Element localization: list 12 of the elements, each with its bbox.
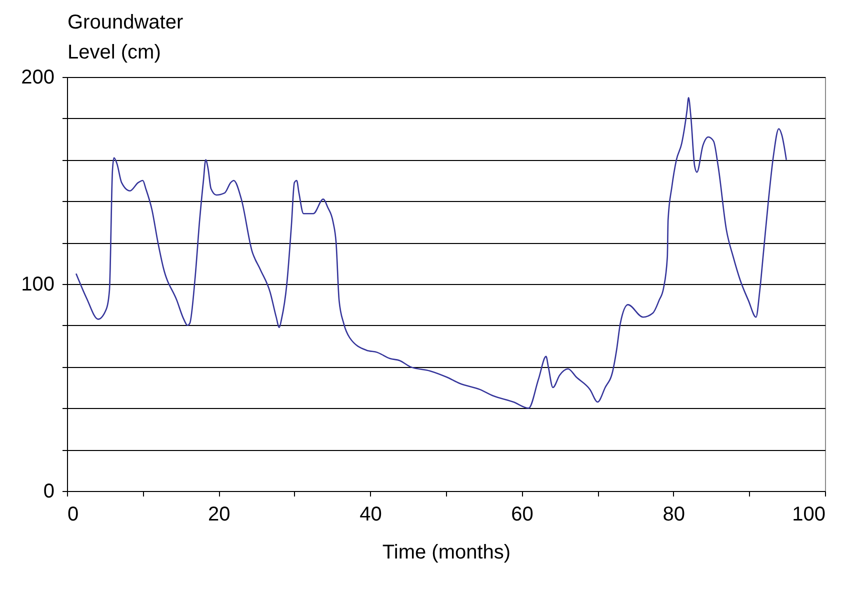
x-tick-label: 100	[792, 504, 826, 526]
line-series	[75, 97, 787, 409]
x-tick-label: 80	[662, 504, 686, 526]
x-tick-label: 40	[360, 504, 382, 526]
x-tick-label: 60	[511, 504, 534, 526]
y-tick-label: 100	[21, 274, 54, 296]
x-tick-label: 20	[208, 504, 230, 526]
x-axis-title: Time (months)	[382, 542, 511, 564]
y-axis-title: Groundwater Level (cm)	[68, 12, 184, 64]
y-tick-label: 200	[21, 66, 54, 88]
y-tick-label: 0	[43, 480, 54, 502]
x-tick-label: 0	[68, 504, 79, 526]
